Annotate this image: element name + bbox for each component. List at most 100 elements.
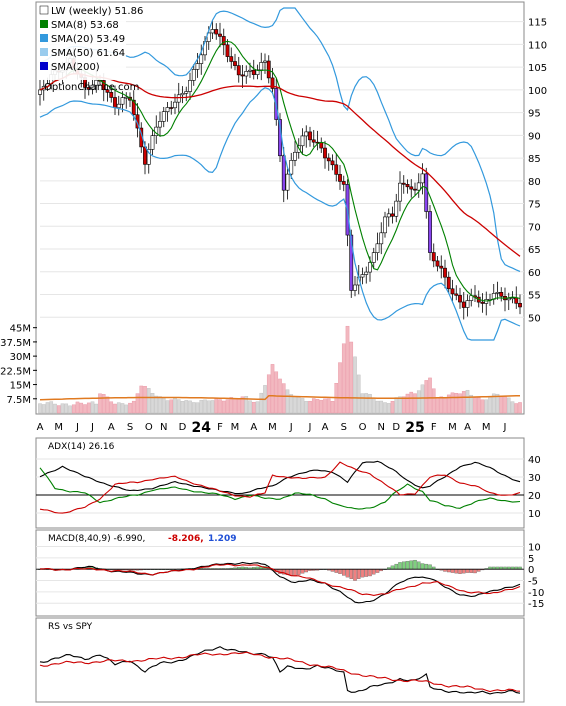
legend-label: SMA(20) 53.49 — [51, 34, 125, 45]
volume-bar — [514, 403, 519, 414]
macd-histogram-bar — [394, 563, 398, 570]
macd-histogram-bar — [334, 569, 338, 573]
candle-body — [499, 292, 504, 297]
candle-body — [191, 69, 196, 81]
volume-bar — [473, 397, 477, 414]
macd-histogram-bar — [341, 569, 346, 576]
x-tick-label: F — [217, 422, 223, 433]
candle-body — [113, 97, 117, 109]
volume-bar — [248, 400, 252, 414]
candle-body — [195, 63, 200, 70]
volume-bar — [364, 393, 369, 414]
candle-body — [435, 260, 440, 267]
macd-histogram-bar — [446, 569, 451, 573]
candle-body — [281, 155, 286, 191]
volume-bar — [154, 395, 159, 414]
candle-body — [251, 69, 256, 75]
candle-body — [285, 173, 290, 191]
x-tick-label: M — [482, 422, 491, 433]
volume-bar — [124, 404, 129, 414]
candle-body — [233, 61, 237, 66]
volume-bar — [244, 396, 249, 414]
volume-bar — [236, 398, 241, 414]
volume-bar — [86, 402, 91, 414]
candle-body — [420, 173, 425, 184]
volume-bar — [390, 401, 395, 414]
volume-bar — [398, 396, 402, 414]
candle-body — [308, 131, 312, 141]
candle-body — [255, 69, 260, 75]
volume-bar — [188, 400, 192, 414]
indicator-tick-label: 10 — [528, 543, 541, 554]
x-tick-label: J — [289, 422, 293, 433]
price-tick-label: 95 — [528, 109, 541, 120]
candle-body — [221, 36, 226, 46]
volume-bar — [165, 400, 170, 414]
watermark: OptionChance.com — [44, 82, 139, 93]
macd-histogram-bar — [289, 569, 293, 576]
indicator-line-sma — [39, 651, 521, 693]
candle-body — [266, 60, 271, 79]
x-tick-label: M — [54, 422, 63, 433]
volume-bar — [484, 399, 489, 414]
volume-bar — [356, 374, 361, 414]
candle-body — [176, 94, 181, 103]
volume-bar — [41, 404, 46, 414]
volume-bar — [289, 394, 294, 414]
volume-bar — [146, 388, 151, 414]
volume-bar — [345, 325, 350, 414]
volume-bar — [368, 394, 372, 414]
candle-body — [184, 91, 189, 94]
candle-body — [311, 139, 316, 143]
volume-tick-label: 30M — [10, 352, 31, 363]
volume-bar — [394, 397, 399, 414]
candle-body — [244, 71, 249, 77]
candle-body — [263, 60, 267, 63]
volume-bar — [266, 374, 271, 414]
volume-bar — [349, 341, 354, 414]
indicator-tick-label: 0 — [528, 565, 534, 576]
candle-body — [165, 107, 170, 112]
candle-body — [199, 54, 204, 64]
volume-bar — [428, 377, 432, 414]
volume-bar — [191, 402, 196, 414]
volume-bar — [98, 393, 102, 414]
volume-bar — [506, 397, 511, 414]
indicator-tick-label: -5 — [528, 577, 538, 588]
candle-body — [390, 213, 395, 217]
price-grid — [40, 21, 524, 318]
macd-histogram-bar — [458, 569, 462, 574]
x-tick-label: 24 — [192, 420, 212, 436]
macd-histogram-bar — [360, 569, 365, 578]
candle-body — [353, 284, 357, 291]
volume-bar — [379, 400, 384, 414]
candle-body — [116, 103, 121, 109]
volume-bar — [255, 401, 260, 414]
volume-bar — [454, 393, 459, 414]
volume-bar — [401, 396, 406, 414]
volume-bar — [206, 400, 211, 414]
volume-bar — [285, 389, 290, 414]
candle-body — [180, 92, 185, 96]
volume-bar — [495, 393, 500, 414]
candle-body — [330, 160, 335, 166]
volume-bar — [446, 394, 451, 414]
legend-swatch — [40, 48, 48, 56]
volume-bar — [75, 401, 80, 414]
volume-bar — [510, 401, 515, 414]
candle-body — [173, 101, 177, 109]
candle-body — [401, 182, 406, 185]
macd-histogram-bar — [416, 561, 421, 570]
indicator-tick-label: -10 — [528, 588, 544, 599]
candle-body — [428, 211, 432, 253]
price-tick-label: 65 — [528, 245, 541, 256]
candle-body — [124, 96, 129, 99]
adx-title: ADX(14) 26.16 — [48, 442, 115, 452]
volume-bar — [476, 397, 481, 414]
legend-swatch — [39, 5, 49, 15]
volume-bar — [431, 388, 436, 414]
candle-body — [38, 89, 42, 95]
volume-bar — [233, 398, 237, 414]
macd-histogram-bar — [405, 561, 410, 570]
